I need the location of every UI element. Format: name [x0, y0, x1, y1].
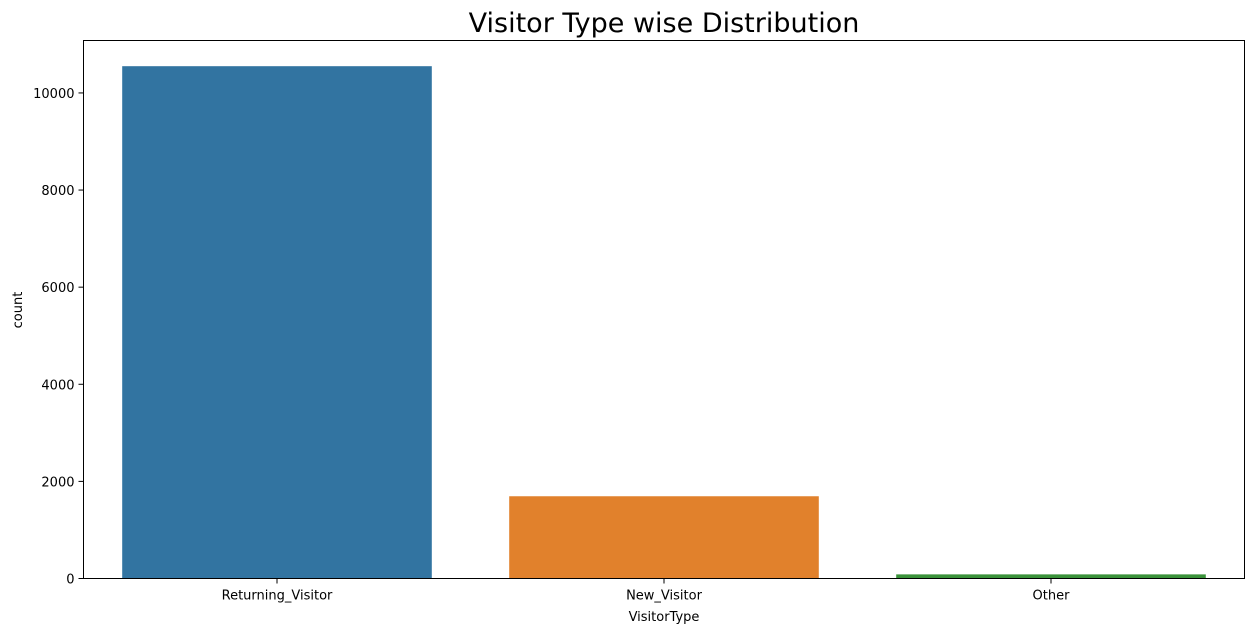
x-axis: Returning_Visitor New_Visitor Other [222, 578, 1071, 604]
plot-frame [83, 40, 1245, 579]
bars-layer [122, 66, 1206, 579]
bar-other [896, 574, 1206, 579]
bar-new-visitor [509, 496, 819, 579]
chart-title: Visitor Type wise Distribution [469, 8, 860, 39]
y-axis: 0 2000 4000 6000 8000 10000 [33, 87, 84, 588]
y-tick-label: 4000 [41, 378, 74, 393]
x-axis-label: VisitorType [629, 610, 700, 625]
x-tick-label: Returning_Visitor [222, 589, 333, 604]
x-tick-label: New_Visitor [626, 589, 703, 604]
bar-returning-visitor [122, 66, 432, 579]
x-tick-label: Other [1033, 589, 1071, 604]
y-axis-label: count [11, 292, 26, 329]
y-tick-label: 10000 [33, 87, 74, 102]
y-tick-label: 6000 [41, 281, 74, 296]
y-tick-label: 0 [66, 573, 74, 588]
y-tick-label: 8000 [41, 184, 74, 199]
y-tick-label: 2000 [41, 475, 74, 490]
